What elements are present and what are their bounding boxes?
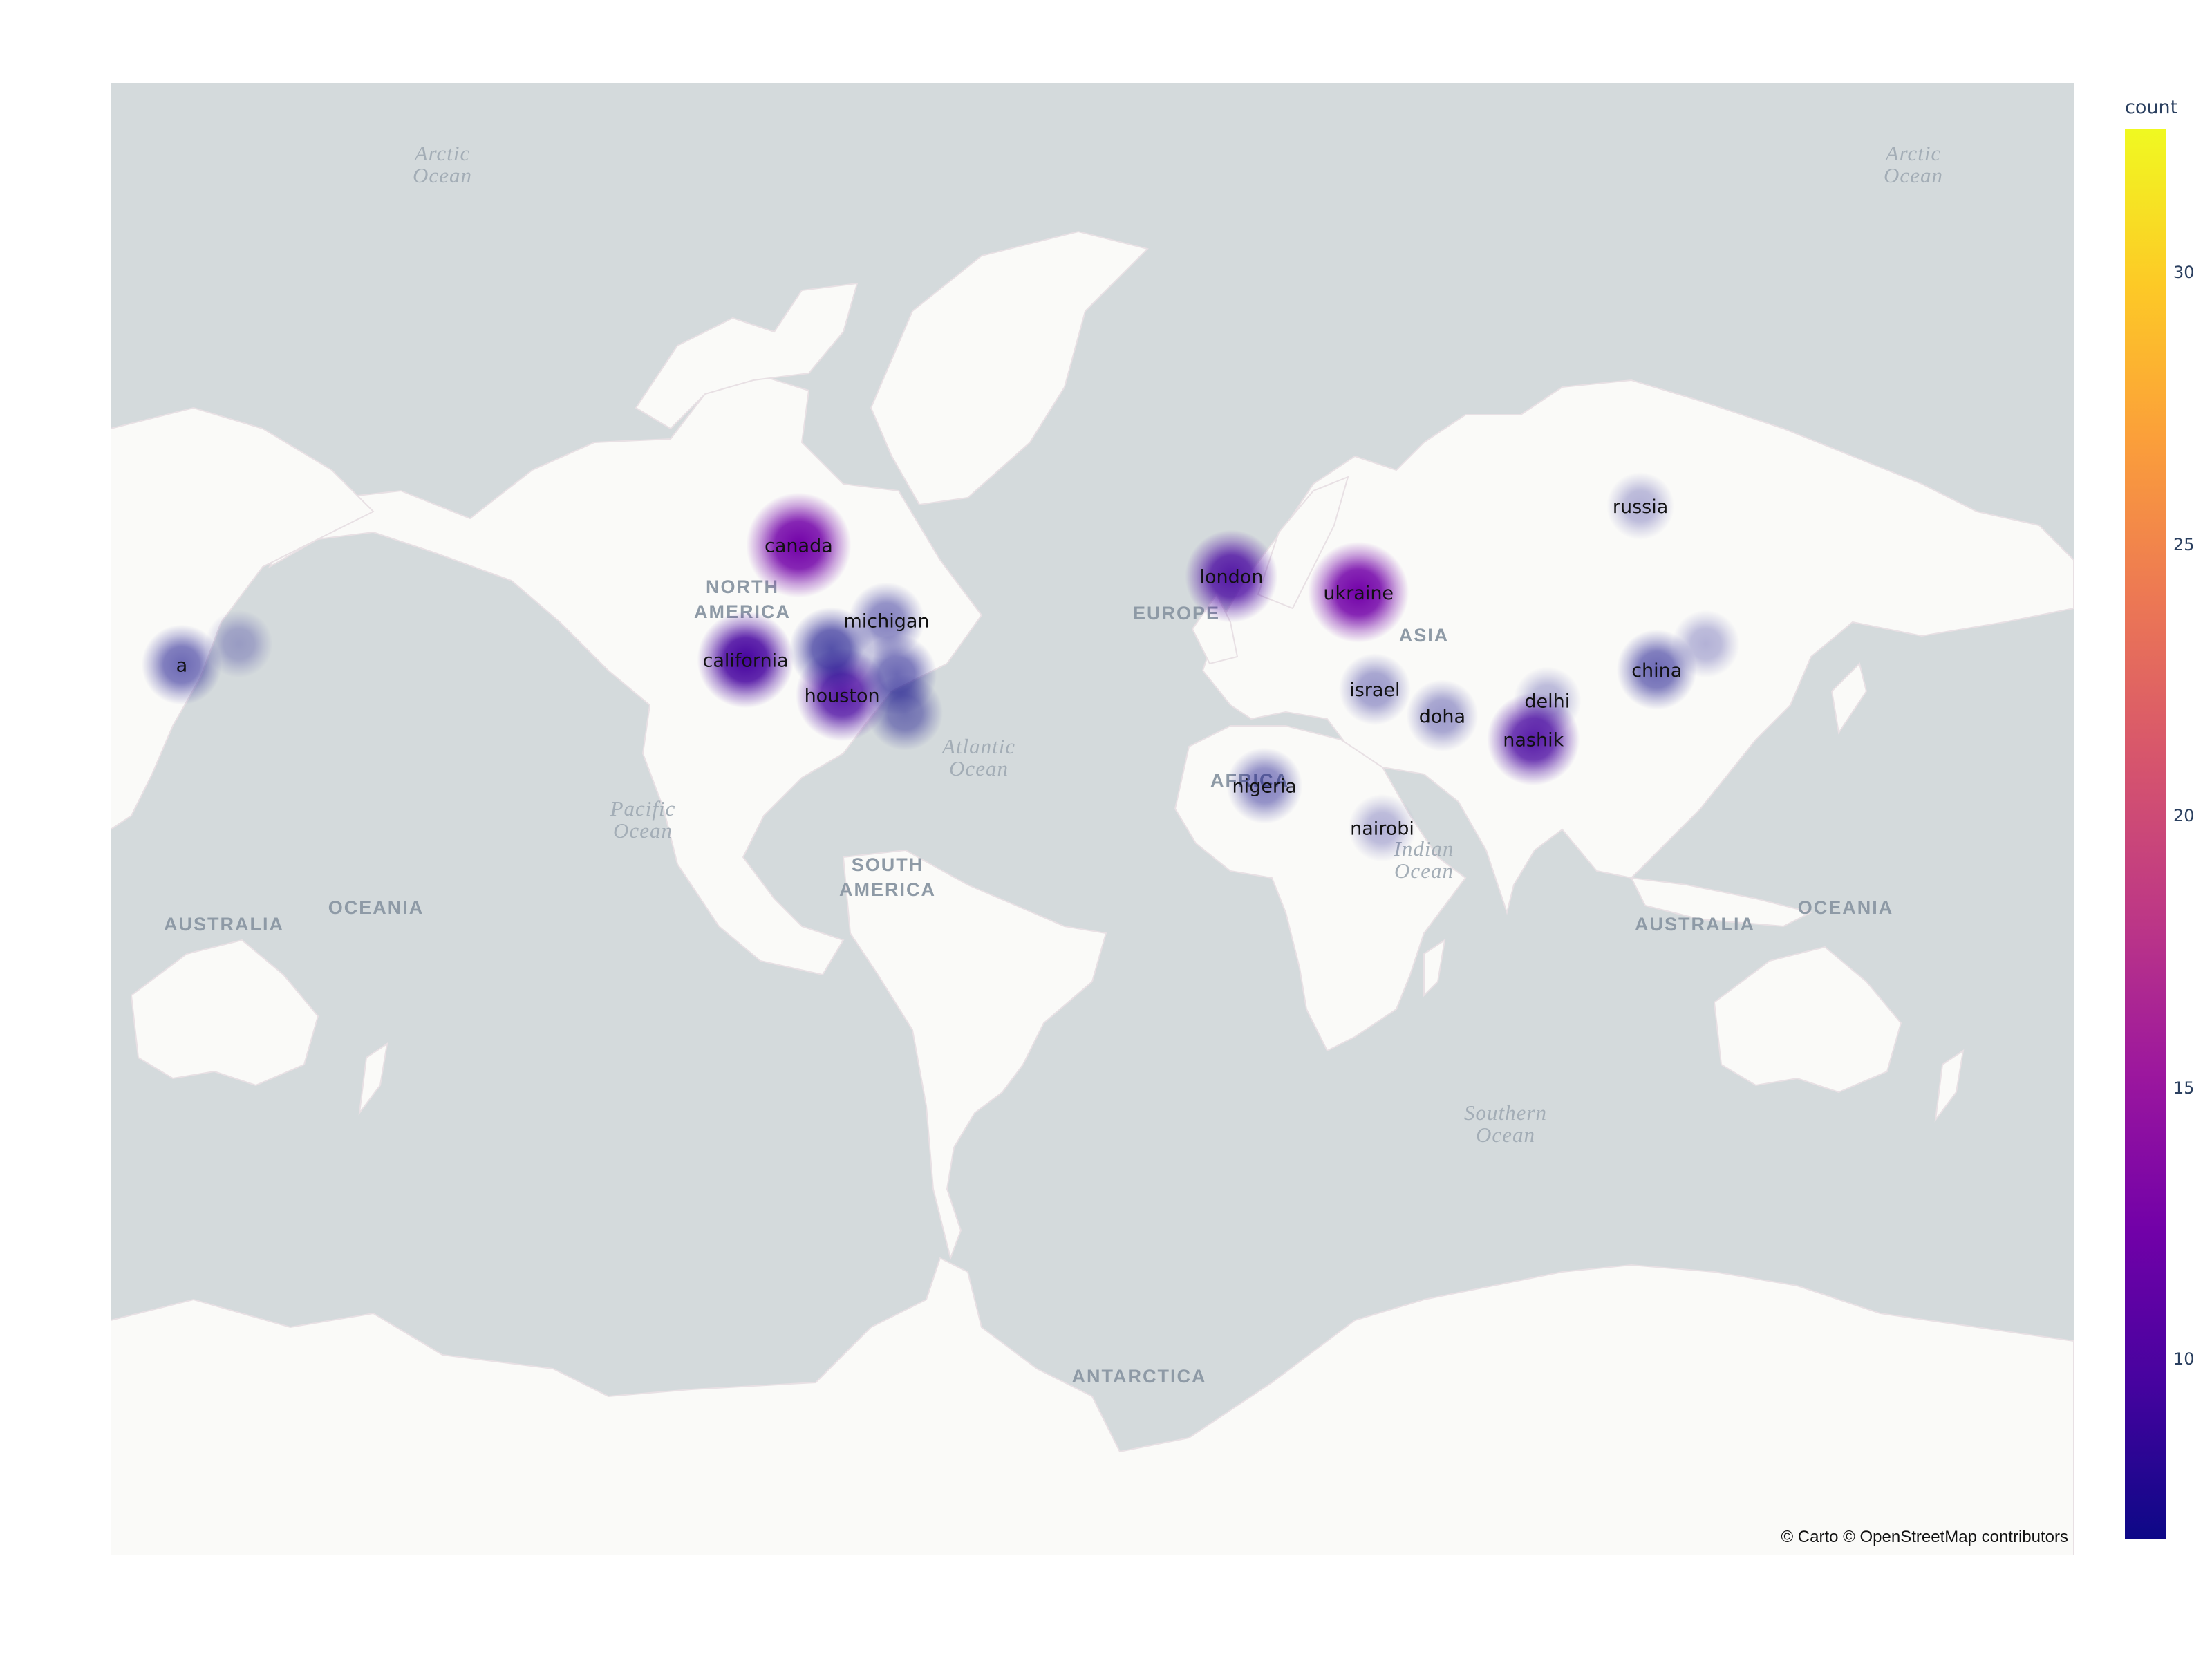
heat-label-nairobi: nairobi bbox=[1350, 818, 1414, 840]
heat-label-houston: houston bbox=[805, 685, 880, 706]
map-area[interactable]: Arctic Ocean Arctic Ocean Pacific Ocean Atl… bbox=[111, 83, 2074, 1555]
region-label-antarctica: ANTARCTICA bbox=[1072, 1366, 1207, 1387]
heat-label-michigan: michigan bbox=[843, 610, 929, 632]
new-zealand-left-land bbox=[358, 1042, 388, 1116]
indonesia-land bbox=[1630, 877, 1813, 928]
land-layer bbox=[111, 230, 2074, 1555]
heat-label-doha: doha bbox=[1419, 706, 1465, 727]
region-label-asia: ASIA bbox=[1399, 625, 1450, 646]
heat-point-russia[interactable] bbox=[1606, 471, 1675, 540]
colorbar-tick-30: 30 bbox=[2173, 263, 2195, 282]
heat-point-california[interactable] bbox=[697, 611, 794, 709]
colorbar-gradient bbox=[2125, 129, 2166, 1539]
heat-point[interactable] bbox=[867, 674, 944, 751]
ocean-label-pacific: Pacific Ocean bbox=[610, 796, 676, 843]
ocean-label-atlantic: Atlantic Ocean bbox=[941, 734, 1015, 780]
heat-point[interactable] bbox=[205, 610, 273, 678]
colorbar-tick-10: 10 bbox=[2173, 1349, 2195, 1369]
heat-point-israel[interactable] bbox=[1338, 653, 1411, 726]
ocean-labels: Arctic Ocean Arctic Ocean Pacific Ocean Atl… bbox=[413, 141, 1943, 1147]
arctic-islands-land bbox=[635, 282, 859, 430]
madagascar-land bbox=[1423, 938, 1446, 997]
heat-label-california: california bbox=[702, 650, 788, 671]
heat-label-nigeria: nigeria bbox=[1232, 776, 1297, 798]
heat-point-canada[interactable] bbox=[746, 492, 852, 598]
colorbar-tick-25: 25 bbox=[2173, 535, 2195, 554]
colorbar-title: count bbox=[2125, 97, 2178, 118]
new-zealand-right-land bbox=[1934, 1049, 1965, 1123]
heat-label-london: london bbox=[1199, 567, 1263, 588]
colorbar-tick-15: 15 bbox=[2173, 1078, 2195, 1098]
heat-point-doha[interactable] bbox=[1406, 679, 1479, 752]
ocean-label-southern: Southern Ocean bbox=[1464, 1100, 1547, 1147]
heat-label-nashik: nashik bbox=[1503, 729, 1564, 751]
region-label-australia-left: AUSTRALIA bbox=[164, 914, 284, 935]
region-label-australia-right: AUSTRALIA bbox=[1635, 914, 1755, 935]
south-america-land bbox=[842, 849, 1107, 1261]
heat-label-a: a bbox=[176, 655, 188, 677]
heat-point-nashik[interactable] bbox=[1487, 693, 1580, 786]
antarctica-land bbox=[111, 1257, 2074, 1555]
asia-left-land bbox=[111, 406, 375, 831]
greenland-land bbox=[870, 230, 1149, 506]
japan-land bbox=[1830, 662, 1868, 735]
heat-label-canada: canada bbox=[765, 536, 833, 557]
australia-right-land bbox=[1713, 946, 1902, 1094]
region-label-oceania-right: OCEANIA bbox=[1798, 897, 1894, 918]
scandinavia-land bbox=[1257, 476, 1349, 610]
heat-point-london[interactable] bbox=[1185, 529, 1278, 623]
heat-point[interactable] bbox=[1671, 610, 1740, 678]
colorbar-tick-20: 20 bbox=[2173, 806, 2195, 825]
australia-left-land bbox=[130, 939, 319, 1087]
heat-label-china: china bbox=[1631, 660, 1682, 682]
heat-layer bbox=[141, 471, 1740, 862]
heat-labels: canada california houston michigan london ukr… bbox=[176, 496, 1683, 840]
heat-label-israel: israel bbox=[1349, 679, 1400, 701]
basemap: Arctic Ocean Arctic Ocean Pacific Ocean Atl… bbox=[111, 141, 2074, 1555]
heat-point-nairobi[interactable] bbox=[1348, 794, 1416, 862]
heat-point-nigeria[interactable] bbox=[1226, 747, 1303, 824]
heat-point-ukraine[interactable] bbox=[1308, 541, 1409, 643]
heat-label-ukraine: ukraine bbox=[1323, 583, 1394, 604]
heat-label-delhi: delhi bbox=[1524, 691, 1570, 712]
colorbar: count 10 15 20 25 30 bbox=[2115, 97, 2212, 1555]
ocean-label-arctic-right: Arctic Ocean bbox=[1884, 141, 1943, 187]
heat-point[interactable] bbox=[789, 607, 874, 692]
map-attribution[interactable]: © Carto © OpenStreetMap contributors bbox=[1781, 1528, 2068, 1546]
region-label-south-america: SOUTH AMERICA bbox=[839, 854, 936, 900]
heat-point-a[interactable] bbox=[141, 624, 222, 705]
region-label-oceania-left: OCEANIA bbox=[328, 897, 424, 918]
heat-label-russia: russia bbox=[1613, 496, 1668, 518]
ocean-label-arctic-left: Arctic Ocean bbox=[413, 141, 472, 187]
